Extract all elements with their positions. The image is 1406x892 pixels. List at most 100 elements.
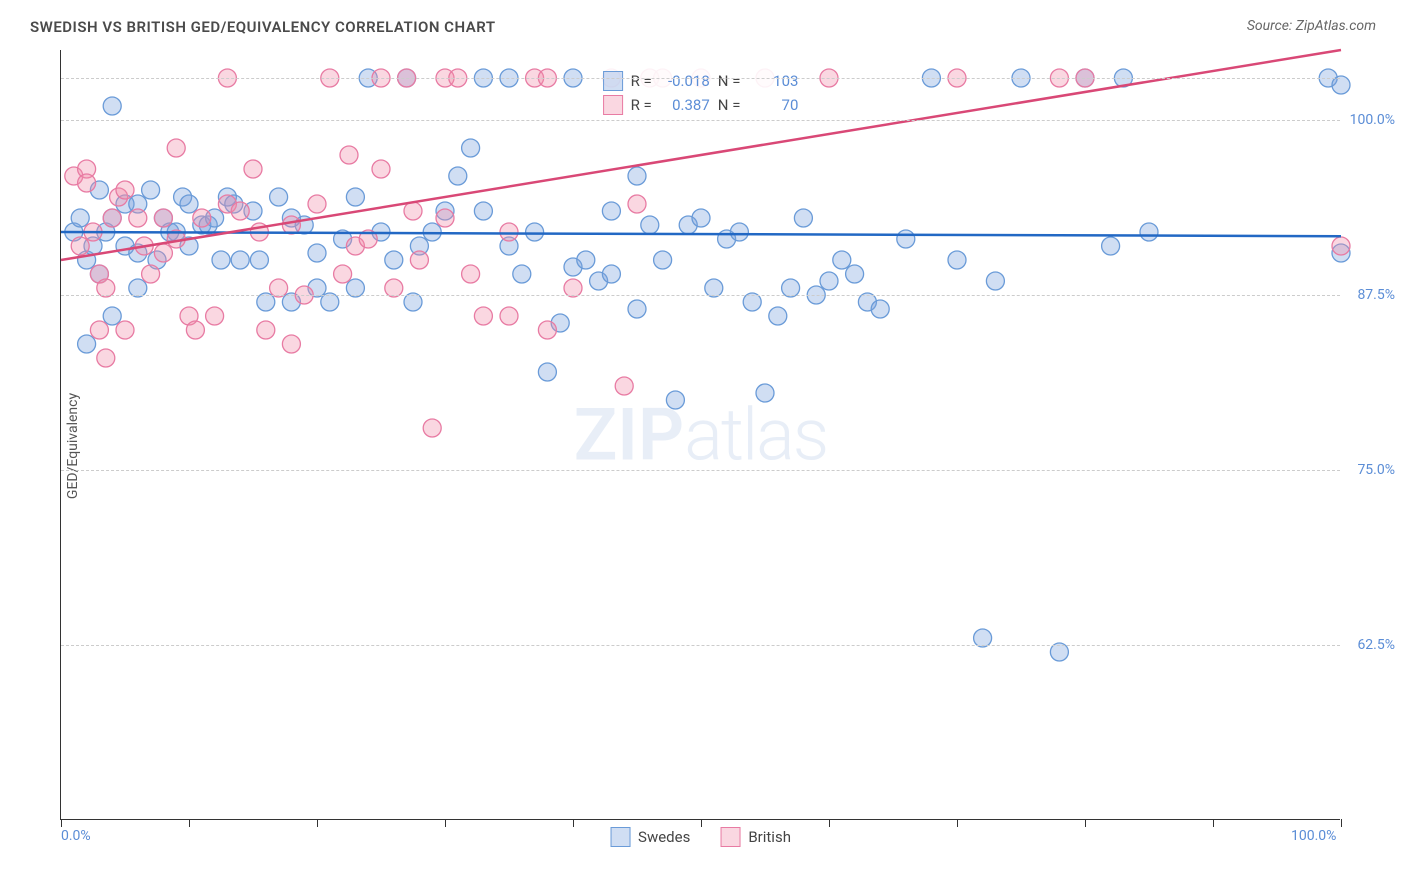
data-point [474,307,492,325]
x-tick [829,819,830,827]
data-point [577,251,595,269]
series-legend: Swedes British [610,827,791,847]
data-point [410,251,428,269]
data-point [615,377,633,395]
x-tick [701,819,702,827]
series-label: Swedes [638,828,690,846]
data-point [423,419,441,437]
data-point [244,160,262,178]
data-point [71,209,89,227]
series-legend-british: British [720,827,791,847]
data-point [871,300,889,318]
source-attribution: Source: ZipAtlas.com [1247,18,1376,34]
x-tick [317,819,318,827]
series-swedes [65,69,1350,661]
grid-line [61,470,1340,471]
grid-line [61,645,1340,646]
x-tick [957,819,958,827]
legend-n-label: N = [718,72,741,90]
data-point [308,195,326,213]
y-tick-label: 62.5% [1357,637,1395,653]
data-point [449,167,467,185]
plot-area: ZIPatlas R = -0.018 N = 103 R = 0.387 N … [60,50,1340,820]
data-point [129,209,147,227]
data-point [340,146,358,164]
data-point [103,97,121,115]
x-tick-label: 100.0% [1291,828,1336,844]
data-point [602,265,620,283]
legend-n-value: 103 [748,72,798,90]
data-point [154,244,172,262]
x-tick [1085,819,1086,827]
grid-line [61,120,1340,121]
x-tick [1213,819,1214,827]
data-point [372,160,390,178]
y-tick-label: 87.5% [1357,287,1395,303]
data-point [641,216,659,234]
data-point [90,321,108,339]
chart-svg [61,50,1340,819]
data-point [282,335,300,353]
legend-n-value: 70 [748,96,798,114]
data-point [270,188,288,206]
data-point [474,202,492,220]
y-tick-label: 75.0% [1357,462,1395,478]
data-point [78,335,96,353]
legend-n-label: N = [718,96,741,114]
data-point [334,265,352,283]
data-point [897,230,915,248]
legend-swatch-british [603,95,623,115]
series-legend-swedes: Swedes [610,827,690,847]
data-point [116,321,134,339]
data-point [628,167,646,185]
data-point [692,209,710,227]
data-point [654,251,672,269]
data-point [167,139,185,157]
data-point [948,251,966,269]
data-point [1140,223,1158,241]
legend-swatch-swedes [603,71,623,91]
data-point [142,265,160,283]
data-point [103,209,121,227]
series-swatch-british [720,827,740,847]
data-point [180,195,198,213]
x-tick [573,819,574,827]
data-point [794,209,812,227]
data-point [1332,237,1350,255]
data-point [231,202,249,220]
legend-row-swedes: R = -0.018 N = 103 [603,69,799,93]
legend-r-label: R = [631,72,652,90]
data-point [142,181,160,199]
data-point [513,265,531,283]
data-point [186,321,204,339]
data-point [308,244,326,262]
data-point [154,209,172,227]
series-swatch-swedes [610,827,630,847]
grid-line [61,78,1340,79]
x-tick [1341,819,1342,827]
data-point [282,216,300,234]
data-point [628,300,646,318]
correlation-legend: R = -0.018 N = 103 R = 0.387 N = 70 [595,65,807,121]
data-point [257,321,275,339]
data-point [231,251,249,269]
data-point [986,272,1004,290]
data-point [820,272,838,290]
legend-r-value: -0.018 [660,72,710,90]
x-tick [189,819,190,827]
y-tick-label: 100.0% [1350,112,1395,128]
data-point [78,174,96,192]
data-point [206,307,224,325]
data-point [462,139,480,157]
data-point [628,195,646,213]
grid-line [61,295,1340,296]
data-point [730,223,748,241]
data-point [500,223,518,241]
data-point [71,237,89,255]
data-point [538,363,556,381]
data-point [526,223,544,241]
data-point [1102,237,1120,255]
data-point [833,251,851,269]
data-point [116,181,134,199]
data-point [346,188,364,206]
